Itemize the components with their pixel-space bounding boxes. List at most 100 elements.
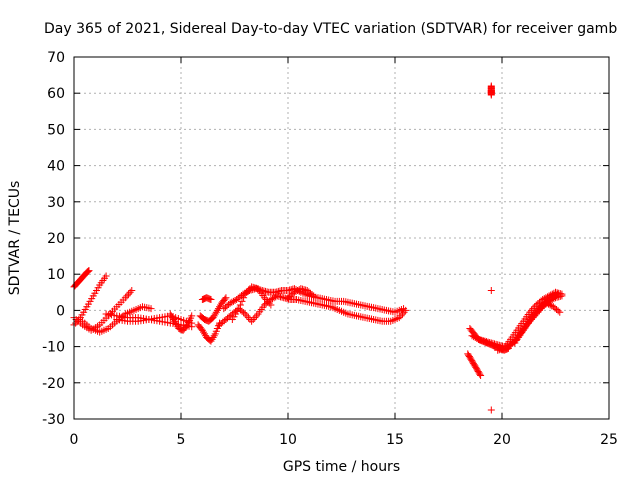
data-point xyxy=(509,339,517,347)
data-point xyxy=(236,301,244,309)
data-point xyxy=(211,310,219,318)
data-point xyxy=(209,314,217,322)
data-point xyxy=(528,314,536,322)
x-tick-label: 15 xyxy=(386,432,404,448)
data-point xyxy=(167,312,175,320)
y-tick-label: 40 xyxy=(47,159,65,175)
x-tick-label: 10 xyxy=(279,432,297,448)
data-point xyxy=(210,332,218,340)
data-point xyxy=(530,312,538,320)
x-axis-label: GPS time / hours xyxy=(283,459,400,475)
data-point xyxy=(290,288,298,296)
data-point xyxy=(229,297,237,305)
data-point xyxy=(244,314,252,322)
data-point xyxy=(512,335,520,343)
data-point xyxy=(246,285,254,293)
data-point xyxy=(547,294,555,302)
data-point xyxy=(240,309,248,317)
data-point xyxy=(182,322,190,330)
x-tick-label: 0 xyxy=(70,432,79,448)
data-point xyxy=(207,296,215,304)
data-point xyxy=(397,312,405,320)
data-point xyxy=(171,317,179,325)
data-point xyxy=(126,288,134,296)
data-series-sdtvar xyxy=(70,82,566,414)
data-point xyxy=(262,296,270,304)
data-point xyxy=(556,308,564,316)
data-point xyxy=(487,406,495,414)
data-point xyxy=(172,319,180,327)
y-axis-label: SDTVAR / TECUs xyxy=(7,181,23,296)
plot-frame xyxy=(73,56,610,420)
y-axis-tick-labels: -30 -20 -10 0 10 20 30 40 50 60 70 xyxy=(42,50,65,428)
data-point xyxy=(539,296,547,304)
y-tick-label: -30 xyxy=(42,412,65,428)
data-point xyxy=(102,272,110,280)
data-point xyxy=(554,290,562,298)
data-point xyxy=(477,372,485,380)
data-point xyxy=(267,301,275,309)
grid-lines xyxy=(74,57,609,419)
data-point xyxy=(270,294,278,302)
x-tick-label: 5 xyxy=(177,432,186,448)
data-point xyxy=(85,267,93,275)
data-point xyxy=(252,312,260,320)
y-tick-label: 0 xyxy=(56,303,65,319)
y-tick-label: 20 xyxy=(47,231,65,247)
data-point xyxy=(238,297,246,305)
data-point xyxy=(207,337,215,345)
data-point xyxy=(529,305,537,313)
data-point xyxy=(268,295,276,303)
data-point xyxy=(471,334,479,342)
data-point xyxy=(123,292,131,300)
data-point xyxy=(487,286,495,294)
data-point xyxy=(213,306,221,314)
x-axis-tick-labels: 0 5 10 15 20 25 xyxy=(70,432,618,448)
data-point xyxy=(228,298,236,306)
data-point xyxy=(402,306,410,314)
data-point xyxy=(534,306,542,314)
y-tick-label: -10 xyxy=(42,340,65,356)
data-point xyxy=(170,315,178,323)
data-point xyxy=(147,305,155,313)
data-point xyxy=(476,370,484,378)
y-tick-label: 50 xyxy=(47,122,65,138)
data-point xyxy=(173,321,181,329)
y-tick-label: 70 xyxy=(47,50,65,66)
data-point xyxy=(243,312,251,320)
data-point xyxy=(210,312,218,320)
data-point xyxy=(264,297,272,305)
data-point xyxy=(507,340,515,348)
data-point xyxy=(244,286,252,294)
data-point xyxy=(468,332,476,340)
data-point xyxy=(240,294,248,302)
data-point xyxy=(527,306,535,314)
data-point xyxy=(241,290,249,298)
data-point xyxy=(249,315,257,323)
data-point xyxy=(208,335,216,343)
chart-title: Day 365 of 2021, Sidereal Day-to-day VTE… xyxy=(44,21,617,37)
data-point xyxy=(199,328,207,336)
data-point xyxy=(514,334,522,342)
data-point xyxy=(554,307,562,315)
data-point xyxy=(260,294,268,302)
data-point xyxy=(549,293,557,301)
data-point xyxy=(248,317,256,325)
data-point xyxy=(510,337,518,345)
data-point xyxy=(533,308,541,316)
data-point xyxy=(531,310,539,318)
data-point xyxy=(226,299,234,307)
data-point xyxy=(241,310,249,318)
data-point xyxy=(125,290,133,298)
data-point xyxy=(166,310,174,318)
data-point xyxy=(221,295,229,303)
data-point xyxy=(470,333,478,341)
data-point xyxy=(395,314,403,322)
data-point xyxy=(235,305,243,313)
y-tick-label: 30 xyxy=(47,195,65,211)
data-point xyxy=(552,291,560,299)
axis-ticks xyxy=(73,56,610,420)
x-tick-label: 20 xyxy=(493,432,511,448)
data-point xyxy=(216,303,224,311)
